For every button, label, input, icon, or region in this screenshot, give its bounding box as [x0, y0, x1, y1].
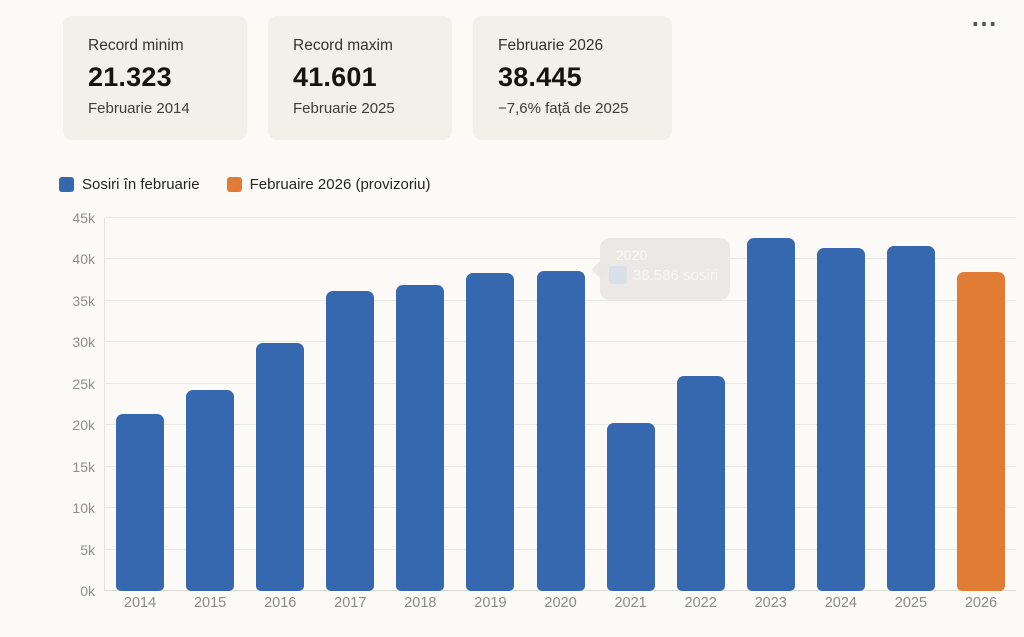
bar-slot-2020	[525, 218, 595, 591]
x-axis-label-2021: 2021	[614, 595, 647, 611]
stat-card-title: Record maxim	[293, 37, 393, 54]
bar-slot-2015	[175, 218, 245, 591]
bar-2015[interactable]	[186, 390, 235, 591]
legend-label: Februaire 2026 (provizoriu)	[249, 176, 431, 193]
stat-card-record-min: Record minim 21.323 Februarie 2014	[63, 16, 247, 140]
bar-2024[interactable]	[816, 247, 865, 591]
bar-slot-2023	[736, 218, 806, 591]
bar-2021[interactable]	[606, 422, 655, 591]
bar-2023[interactable]	[746, 237, 795, 591]
stat-card-subtitle: Februarie 2025	[293, 100, 395, 117]
bar-slot-2025	[876, 218, 946, 591]
bar-2026[interactable]	[956, 272, 1005, 591]
chart-tooltip: 2020 38.586 sosiri	[591, 238, 730, 300]
stat-card-value: 21.323	[88, 62, 172, 92]
y-axis-tick-30k: 30k	[72, 334, 95, 351]
bar-slot-2024	[806, 218, 876, 591]
legend-label: Sosiri în februarie	[82, 176, 200, 193]
bar-slot-2021	[596, 218, 666, 591]
bar-slot-2014	[105, 218, 175, 591]
bar-slot-2018	[385, 218, 455, 591]
x-axis-label-2019: 2019	[474, 595, 507, 611]
stat-card-record-max: Record maxim 41.601 Februarie 2025	[268, 16, 452, 140]
bars-layer	[105, 218, 1016, 591]
y-axis-tick-15k: 15k	[72, 458, 95, 475]
y-axis-tick-35k: 35k	[72, 292, 95, 309]
y-axis-tick-40k: 40k	[72, 251, 95, 268]
bar-2020[interactable]	[536, 271, 585, 591]
stat-card-value: 38.445	[498, 62, 582, 92]
x-axis-label-2018: 2018	[404, 595, 437, 611]
y-axis-tick-45k: 45k	[72, 210, 95, 226]
x-axis-label-2025: 2025	[894, 595, 928, 611]
legend-item-sosiri[interactable]: Sosiri în februarie	[59, 176, 200, 193]
bar-2019[interactable]	[466, 272, 515, 591]
tooltip-swatch-icon	[609, 266, 627, 284]
bar-2025[interactable]	[886, 246, 935, 591]
bar-slot-2016	[245, 218, 315, 591]
more-options-button[interactable]: ⋯	[971, 8, 998, 38]
bar-slot-2022	[666, 218, 736, 591]
x-axis-label-2017: 2017	[334, 595, 367, 611]
bar-slot-2019	[455, 218, 525, 591]
x-axis-label-2023: 2023	[754, 595, 787, 611]
gridline-45k	[105, 217, 1016, 218]
stat-card-title: Record minim	[88, 37, 184, 54]
chart-legend: Sosiri în februarie Februaire 2026 (prov…	[59, 176, 430, 193]
stat-card-subtitle: Februarie 2014	[88, 100, 190, 117]
x-axis-label-2014: 2014	[123, 595, 157, 611]
x-axis-label-2026: 2026	[964, 595, 998, 611]
gridline-40k	[105, 258, 1016, 260]
x-axis-label-2020: 2020	[544, 595, 577, 611]
bar-chart: 0k 5k 10k 15k 20k 25k 30k 35k 40k 45k 2014 2015 201…	[72, 210, 1016, 611]
bar-2022[interactable]	[676, 375, 725, 591]
bar-2018[interactable]	[396, 285, 445, 591]
tooltip-year: 2020	[616, 247, 648, 263]
tooltip-value: 38.586 sosiri	[633, 266, 719, 284]
y-axis-tick-25k: 25k	[72, 375, 95, 392]
stat-card-subtitle: −7,6% față de 2025	[498, 100, 629, 117]
bar-2014[interactable]	[116, 414, 165, 591]
y-axis-tick-20k: 20k	[72, 417, 95, 434]
x-axis-label-2015: 2015	[193, 595, 227, 611]
legend-swatch-orange-icon	[226, 177, 242, 192]
y-axis-tick-5k: 5k	[80, 541, 95, 558]
legend-swatch-blue-icon	[59, 177, 74, 192]
x-axis-label-2016: 2016	[264, 595, 297, 611]
bar-2016[interactable]	[256, 343, 305, 591]
x-axis-label-2022: 2022	[684, 595, 717, 611]
y-axis-tick-0k: 0k	[80, 583, 95, 599]
x-axis-labels: 2014 2015 2016 2017 2018 2019 2020 2021 2022 2023…	[105, 595, 1016, 611]
legend-item-provizoriu[interactable]: Februaire 2026 (provizoriu)	[226, 176, 431, 193]
stat-card-current: Februarie 2026 38.445 −7,6% față de 2025	[473, 16, 672, 140]
stat-card-value: 41.601	[293, 62, 377, 92]
x-axis-label-2024: 2024	[824, 595, 857, 611]
bar-slot-2026	[946, 218, 1016, 591]
bar-2017[interactable]	[326, 291, 375, 591]
bar-slot-2017	[315, 218, 385, 591]
y-axis-tick-10k: 10k	[72, 500, 95, 517]
stat-card-title: Februarie 2026	[498, 37, 604, 54]
